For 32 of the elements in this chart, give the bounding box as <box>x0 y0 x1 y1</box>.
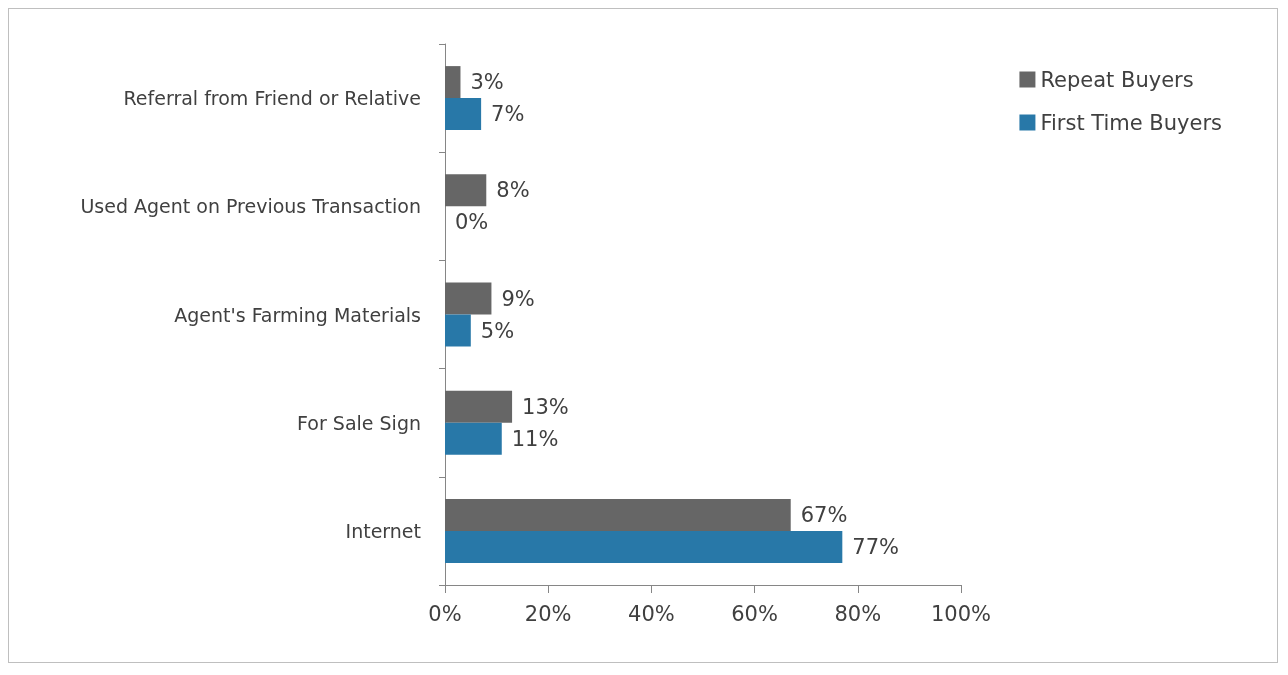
data-label: 77% <box>852 534 900 559</box>
x-tick-label: 0% <box>428 601 462 626</box>
data-label: 8% <box>496 178 530 203</box>
x-tick-label: 20% <box>524 601 572 626</box>
y-tick-label: Referral from Friend or Relative <box>123 87 421 110</box>
data-label: 3% <box>470 70 504 95</box>
bar <box>445 530 843 563</box>
x-tick-label: 100% <box>930 601 992 626</box>
y-tick-label: Internet <box>345 519 421 542</box>
x-tick-label: 60% <box>731 601 778 626</box>
data-label: 9% <box>501 286 535 311</box>
bar <box>445 98 482 131</box>
bar <box>445 282 492 315</box>
bar <box>445 498 791 531</box>
y-tick-label: For Sale Sign <box>297 411 421 434</box>
bar <box>445 422 502 455</box>
bar <box>445 174 487 207</box>
bar <box>445 314 471 347</box>
data-label: 7% <box>491 102 525 127</box>
data-label: 0% <box>455 210 489 235</box>
y-tick-label: Agent's Farming Materials <box>174 303 421 326</box>
legend-label: Repeat Buyers <box>1040 67 1194 92</box>
x-tick-label: 40% <box>628 601 675 626</box>
bar <box>445 390 513 423</box>
data-label: 67% <box>800 502 848 527</box>
x-tick-label: 80% <box>834 601 882 626</box>
bar <box>445 66 461 99</box>
data-label: 11% <box>511 426 559 451</box>
y-tick-label: Used Agent on Previous Transaction <box>80 195 421 218</box>
data-label: 5% <box>480 318 515 343</box>
data-label: 13% <box>522 394 569 419</box>
legend-label: First Time Buyers <box>1040 110 1222 135</box>
